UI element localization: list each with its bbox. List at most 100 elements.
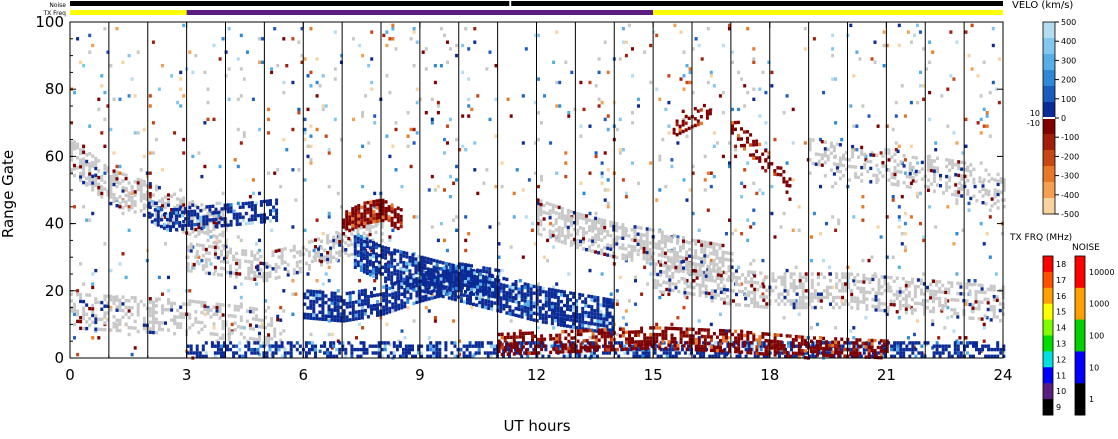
echo-cell — [211, 211, 215, 215]
echo-cell — [430, 296, 434, 300]
echo-cell — [259, 261, 263, 265]
echo-cell — [658, 188, 662, 192]
echo-cell — [235, 351, 239, 355]
echo-cell — [621, 246, 625, 251]
echo-cell — [226, 250, 229, 254]
echo-cell — [361, 111, 365, 115]
echo-cell — [381, 265, 385, 269]
echo-cell — [903, 248, 907, 253]
echo-cell — [575, 242, 579, 246]
echo-cell — [309, 144, 313, 148]
echo-cell — [809, 326, 813, 330]
echo-cell — [323, 341, 327, 345]
echo-cell — [309, 303, 313, 307]
echo-cell — [588, 225, 591, 229]
echo-cell — [309, 124, 313, 128]
echo-cell — [226, 206, 230, 211]
echo-cell — [323, 248, 327, 252]
echo-cell — [476, 191, 480, 196]
echo-cell — [154, 214, 158, 219]
echo-cell — [904, 300, 908, 305]
echo-cell — [189, 344, 193, 348]
echo-cell — [372, 254, 375, 258]
echo-cell — [966, 192, 970, 196]
echo-cell — [835, 302, 839, 306]
echo-cell — [378, 254, 381, 258]
echo-cell — [834, 181, 838, 185]
echo-cell — [893, 152, 897, 156]
echo-cell — [213, 354, 217, 358]
echo-cell — [838, 170, 842, 174]
echo-cell — [412, 285, 416, 289]
echo-cell — [816, 299, 820, 303]
echo-cell — [719, 290, 723, 294]
echo-cell — [310, 259, 314, 263]
echo-cell — [985, 111, 989, 115]
echo-cell — [842, 157, 845, 161]
echo-cell — [244, 252, 248, 257]
echo-cell — [236, 235, 240, 239]
echo-cell — [764, 90, 768, 95]
echo-cell — [703, 244, 707, 248]
echo-cell — [247, 260, 251, 264]
echo-cell — [556, 289, 560, 293]
echo-cell — [755, 191, 759, 196]
echo-cell — [285, 148, 289, 152]
echo-cell — [566, 225, 570, 230]
echo-cell — [916, 301, 920, 306]
echo-cell — [597, 217, 601, 221]
echo-cell — [679, 248, 682, 253]
echo-cell — [743, 104, 747, 108]
echo-cell — [359, 265, 363, 269]
echo-cell — [700, 270, 704, 274]
echo-cell — [345, 223, 349, 228]
echo-cell — [929, 162, 933, 166]
echo-cell — [212, 43, 216, 48]
echo-cell — [897, 205, 901, 209]
echo-cell — [164, 321, 167, 325]
echo-cell — [197, 262, 201, 266]
echo-cell — [707, 275, 711, 279]
echo-cell — [718, 243, 722, 247]
echo-cell — [547, 287, 551, 292]
echo-cell — [660, 254, 664, 258]
echo-cell — [926, 161, 930, 166]
echo-cell — [606, 253, 610, 257]
echo-cell — [384, 266, 388, 270]
echo-cell — [569, 216, 573, 220]
echo-cell — [215, 235, 219, 239]
echo-cell — [988, 134, 992, 138]
echo-cell — [112, 295, 116, 300]
echo-cell — [810, 299, 814, 303]
echo-cell — [94, 173, 98, 177]
echo-cell — [482, 266, 486, 270]
echo-cell — [424, 111, 428, 115]
echo-cell — [750, 277, 754, 281]
echo-cell — [502, 303, 506, 308]
echo-cell — [156, 209, 160, 214]
echo-cell — [297, 40, 301, 44]
echo-cell — [660, 247, 664, 251]
echo-cell — [841, 282, 845, 286]
echo-cell — [298, 266, 302, 271]
echo-cell — [482, 286, 486, 290]
echo-cell — [892, 303, 896, 307]
echo-cell — [190, 226, 194, 230]
echo-cell — [728, 164, 731, 169]
echo-cell — [406, 305, 410, 310]
echo-cell — [82, 313, 86, 317]
echo-cell — [385, 304, 389, 308]
echo-cell — [372, 220, 376, 224]
echo-cell — [875, 173, 879, 178]
echo-cell — [277, 344, 281, 348]
echo-cell — [593, 312, 597, 316]
echo-cell — [992, 284, 996, 289]
echo-cell — [499, 309, 503, 314]
echo-cell — [462, 293, 466, 297]
echo-cell — [569, 220, 573, 224]
echo-cell — [560, 213, 564, 217]
echo-cell — [375, 212, 379, 217]
echo-cell — [838, 279, 842, 283]
echo-cell — [605, 314, 609, 318]
echo-cell — [197, 151, 201, 155]
